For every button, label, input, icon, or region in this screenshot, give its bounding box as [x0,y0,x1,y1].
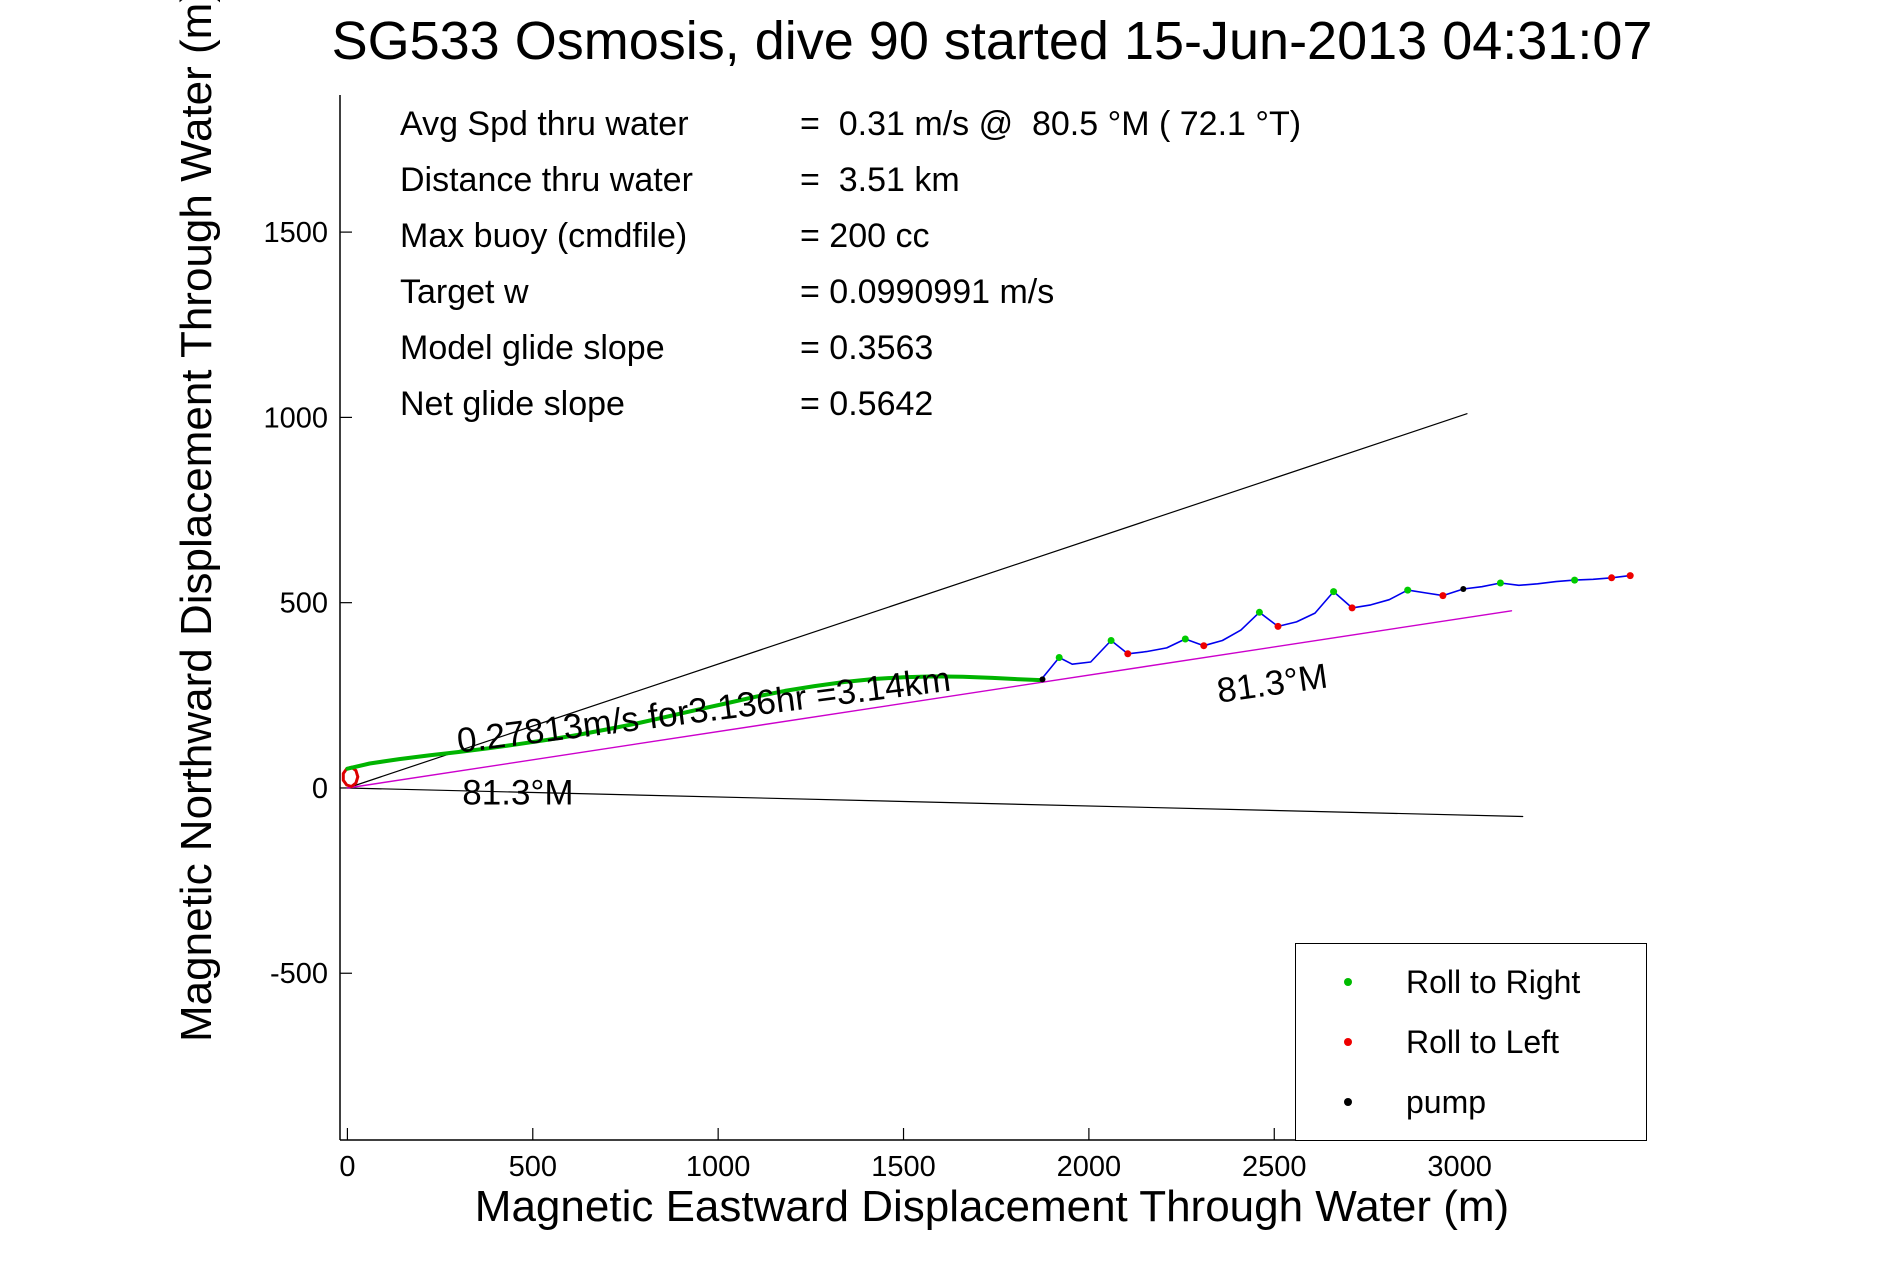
stat-value: = 200 cc [800,217,930,255]
stat-label: Model glide slope [400,329,665,367]
stat-value: = 0.31 m/s @ 80.5 °M ( 72.1 °T) [800,105,1302,143]
marker-pump-markers [1460,586,1467,592]
stat-label: Max buoy (cmdfile) [400,217,688,255]
marker-roll-left-markers [1626,572,1634,580]
series-bearing-fan-lower [346,787,1524,818]
marker-roll-right-markers [1055,654,1063,661]
x-tick-label: 0 [339,1151,355,1183]
marker-roll-right-markers [1404,586,1412,594]
legend-item-roll-left: Roll to Left [1296,1024,1646,1061]
x-tick-label: 2000 [1057,1151,1122,1183]
x-axis-label: Magnetic Eastward Displacement Through W… [474,1182,1510,1231]
marker-roll-right-markers [1181,635,1189,643]
stat-value: = 3.51 km [800,161,960,199]
stat-value: = 0.5642 [800,385,934,423]
stat-row: Max buoy (cmdfile) = 200 cc [400,208,1301,264]
y-tick-label: 1000 [263,402,328,434]
roll-left-marker-icon [1344,1038,1352,1046]
marker-roll-left-markers [1124,650,1132,658]
y-tick-label: 1500 [263,217,328,249]
stat-row: Net glide slope = 0.5642 [400,376,1301,432]
legend-item-label: Roll to Right [1406,963,1581,1000]
x-tick-label: 500 [509,1151,557,1183]
x-tick-label: 1500 [871,1151,936,1183]
marker-roll-left-markers [1439,592,1447,600]
y-tick-label: 0 [312,773,328,805]
chart-annotation: 81.3°M [1214,657,1330,711]
marker-roll-left-markers [1348,604,1356,612]
stats-block: Avg Spd thru water = 0.31 m/s @ 80.5 °M (… [400,96,1301,432]
chart-annotation: 81.3°M [462,774,573,813]
chart-title: SG533 Osmosis, dive 90 started 15-Jun-20… [331,11,1653,71]
series-desired-track-81.3M [346,610,1513,789]
series-dive-start-loop [341,765,360,788]
stat-row: Distance thru water = 3.51 km [400,152,1301,208]
stat-row: Model glide slope = 0.3563 [400,320,1301,376]
marker-pump-markers [1039,676,1046,683]
stat-label: Distance thru water [400,161,693,199]
stat-label: Target w [400,273,529,311]
legend-item-roll-right: Roll to Right [1296,964,1646,1001]
legend-item-label: pump [1406,1083,1487,1120]
x-tick-label: 2500 [1242,1151,1307,1183]
series-glide-track-through-water [345,674,1043,771]
marker-roll-left-markers [1200,642,1208,650]
pump-marker-icon [1344,1098,1352,1106]
marker-roll-left-markers [1608,574,1616,582]
series-bearing-fan-upper [346,413,1468,789]
legend: Roll to Right Roll to Left pump [1295,943,1647,1141]
stat-row: Target w = 0.0990991 m/s [400,264,1301,320]
chart-annotation: 0.27813m/s for3.136hr =3.14km [455,660,953,761]
x-tick-label: 1000 [686,1151,751,1183]
marker-roll-right-markers [1330,588,1338,596]
marker-roll-right-markers [1255,608,1263,616]
stat-row: Avg Spd thru water = 0.31 m/s @ 80.5 °M (… [400,96,1301,152]
x-tick-label: 3000 [1427,1151,1492,1183]
roll-right-marker-icon [1344,978,1352,986]
marker-roll-right-markers [1107,637,1115,644]
y-tick-label: -500 [270,958,328,990]
stat-label: Avg Spd thru water [400,105,689,143]
marker-roll-right-markers [1571,576,1579,584]
legend-item-pump: pump [1296,1084,1646,1121]
stat-value: = 0.0990991 m/s [800,273,1055,311]
legend-item-label: Roll to Left [1406,1023,1559,1060]
marker-roll-left-markers [1274,622,1282,630]
y-tick-label: 500 [280,588,328,620]
stat-value: = 0.3563 [800,329,934,367]
y-axis-label: Magnetic Northward Displacement Through … [172,0,221,1042]
stat-label: Net glide slope [400,385,625,423]
marker-roll-right-markers [1496,579,1504,587]
